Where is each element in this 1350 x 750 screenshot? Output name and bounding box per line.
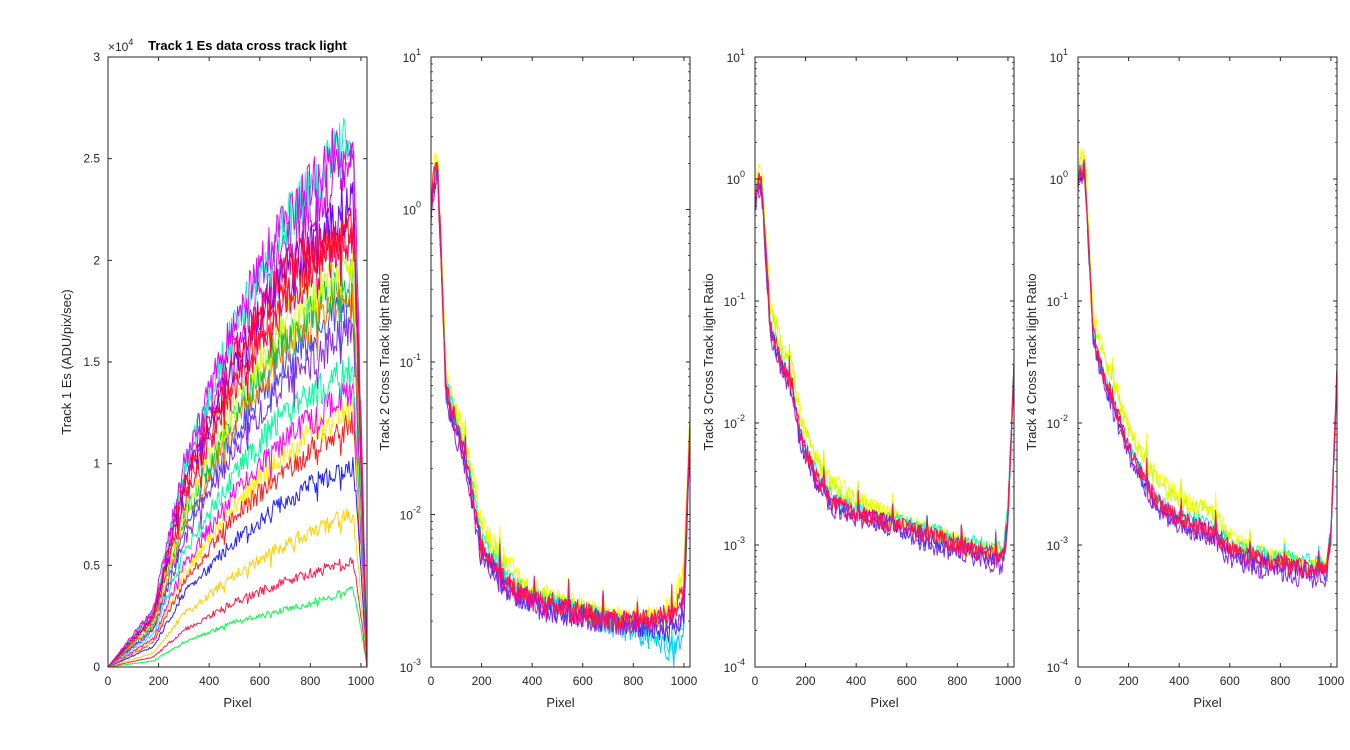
chart-panel-3: 0 200 400 600 800 1000 10-4 10-3 10-2 10-1 100 101 P…: [701, 47, 1022, 710]
y-axis-label: Track 3 Cross Track light Ratio: [701, 273, 716, 450]
x-axis-label: Pixel: [1193, 695, 1221, 710]
y-axis-label: Track 2 Cross Track light Ratio: [377, 273, 392, 450]
series-group: [755, 163, 1014, 575]
series-line: [431, 161, 690, 634]
series-line: [108, 411, 367, 667]
y-tick-label: 0: [93, 660, 100, 674]
x-axis-label: Pixel: [870, 695, 898, 710]
x-tick-label: 800: [947, 674, 967, 688]
x-tick-label: 400: [1169, 674, 1189, 688]
chart-panel-1: 0 200 400 600 800 1000 0 0.5 1 1.5 2 2.5 3 ×104 Pixel T…: [59, 37, 375, 710]
y-tick-label: 2.5: [83, 152, 100, 166]
plot-area: [1078, 57, 1337, 667]
x-tick-label: 1000: [671, 674, 698, 688]
series-line: [108, 208, 367, 667]
axes-frame: [754, 56, 1015, 668]
y-tick-label: 101: [403, 47, 421, 65]
series-line: [755, 172, 1014, 563]
x-tick-label: 600: [1220, 674, 1240, 688]
chart-panel-4: 0 200 400 600 800 1000 10-4 10-3 10-2 10-1 100 101 P…: [1024, 47, 1345, 710]
x-tick-label: 800: [300, 674, 320, 688]
y-tick-label: 10-1: [400, 352, 421, 370]
y-tick-label: 100: [1050, 169, 1068, 187]
series-line: [1078, 159, 1337, 577]
y-tick-label: 10-4: [1047, 657, 1068, 675]
y-tick-label: 10-1: [724, 291, 745, 309]
series-group: [108, 117, 367, 667]
x-tick-label: 400: [846, 674, 866, 688]
y-tick-label: 10-2: [724, 413, 745, 431]
series-line: [108, 508, 367, 667]
y-tick-label: 10-2: [400, 505, 421, 523]
y-axis-label: Track 4 Cross Track light Ratio: [1024, 273, 1039, 450]
x-tick-label: 200: [149, 674, 169, 688]
series-line: [108, 557, 367, 667]
series-line: [755, 175, 1014, 566]
y-tick-label: 3: [93, 50, 100, 64]
x-axis-label: Pixel: [223, 695, 251, 710]
series-line: [108, 380, 367, 667]
series-group: [431, 152, 690, 667]
series-line: [108, 127, 367, 667]
x-tick-label: 0: [428, 674, 435, 688]
chart-title: Track 1 Es data cross track light: [148, 38, 347, 53]
axes-frame: [1077, 56, 1338, 668]
x-axis-label: Pixel: [546, 695, 574, 710]
y-tick-label: 10-1: [1047, 291, 1068, 309]
y-tick-label: 10-4: [724, 657, 745, 675]
y-tick-label: 10-2: [1047, 413, 1068, 431]
y-axis-label: Track 1 Es (ADU/pix/sec): [59, 289, 74, 434]
x-tick-label: 200: [472, 674, 492, 688]
x-tick-label: 200: [796, 674, 816, 688]
series-line: [431, 161, 690, 631]
y-tick-label: 101: [1050, 47, 1068, 65]
x-tick-label: 200: [1119, 674, 1139, 688]
y-tick-label: 10-3: [1047, 535, 1068, 553]
series-line: [108, 117, 367, 667]
x-tick-label: 1000: [1318, 674, 1345, 688]
x-tick-label: 1000: [995, 674, 1022, 688]
y-tick-label: 100: [403, 200, 421, 218]
x-tick-label: 0: [752, 674, 759, 688]
x-tick-label: 600: [250, 674, 270, 688]
y-tick-label: 10-3: [724, 535, 745, 553]
series-line: [755, 184, 1014, 575]
y-tick-label: 101: [727, 47, 745, 65]
x-tick-label: 600: [897, 674, 917, 688]
y-tick-label: 1: [93, 457, 100, 471]
x-tick-label: 400: [522, 674, 542, 688]
y-tick-label: 100: [727, 169, 745, 187]
plot-area: [755, 57, 1014, 667]
y-exponent-label: ×104: [108, 37, 133, 54]
x-tick-label: 0: [105, 674, 112, 688]
series-line: [108, 456, 367, 667]
y-tick-label: 2: [93, 253, 100, 267]
y-tick-label: 1.5: [83, 355, 100, 369]
x-tick-label: 0: [1075, 674, 1082, 688]
chart-panel-2: 0 200 400 600 800 1000 10-3 10-2 10-1 100 101 Pixel…: [377, 47, 698, 710]
x-tick-label: 800: [1270, 674, 1290, 688]
series-line: [108, 586, 367, 667]
y-tick-label: 10-3: [400, 657, 421, 675]
x-tick-label: 800: [623, 674, 643, 688]
plot-area: [431, 57, 690, 667]
series-line: [108, 356, 367, 667]
x-tick-label: 1000: [348, 674, 375, 688]
x-tick-label: 400: [199, 674, 219, 688]
series-group: [1078, 147, 1337, 589]
x-tick-label: 600: [573, 674, 593, 688]
y-tick-label: 0.5: [83, 558, 100, 572]
